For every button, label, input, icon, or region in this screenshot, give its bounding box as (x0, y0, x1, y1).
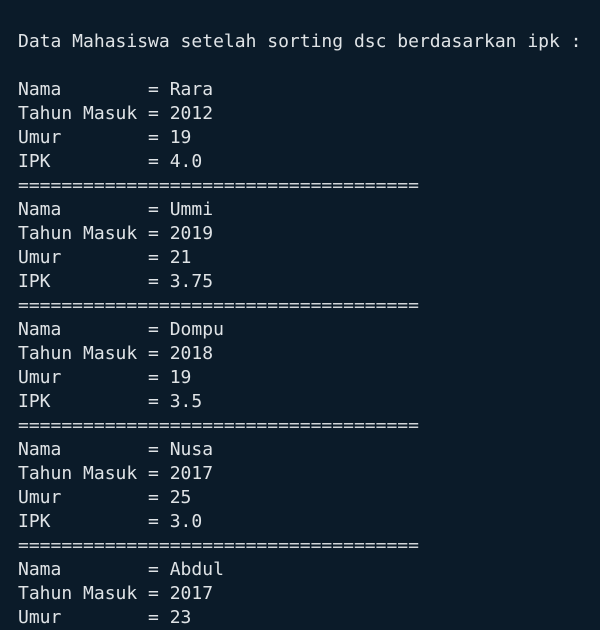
record-line: Umur = 21 (18, 247, 192, 268)
record-line: IPK = 3.0 (18, 511, 203, 532)
record-line: Nama = Rara (18, 79, 214, 100)
record-line: Nama = Abdul (18, 559, 224, 580)
separator: ===================================== (18, 535, 419, 556)
record-line: Umur = 19 (18, 127, 192, 148)
separator: ===================================== (18, 415, 419, 436)
record-line: Tahun Masuk = 2018 (18, 343, 214, 364)
record-line: Tahun Masuk = 2017 (18, 463, 214, 484)
record-line: Umur = 23 (18, 607, 192, 628)
record-line: IPK = 4.0 (18, 151, 203, 172)
record-line: Nama = Dompu (18, 319, 224, 340)
record-line: Umur = 25 (18, 487, 192, 508)
record-line: Nama = Ummi (18, 199, 214, 220)
record-line: Tahun Masuk = 2012 (18, 103, 214, 124)
record-line: Nama = Nusa (18, 439, 214, 460)
header-line: Data Mahasiswa setelah sorting dsc berda… (18, 31, 582, 52)
record-line: IPK = 3.5 (18, 391, 203, 412)
record-line: Tahun Masuk = 2017 (18, 583, 214, 604)
record-line: Umur = 19 (18, 367, 192, 388)
record-line: IPK = 3.75 (18, 271, 214, 292)
separator: ===================================== (18, 175, 419, 196)
record-line: Tahun Masuk = 2019 (18, 223, 214, 244)
separator: ===================================== (18, 295, 419, 316)
